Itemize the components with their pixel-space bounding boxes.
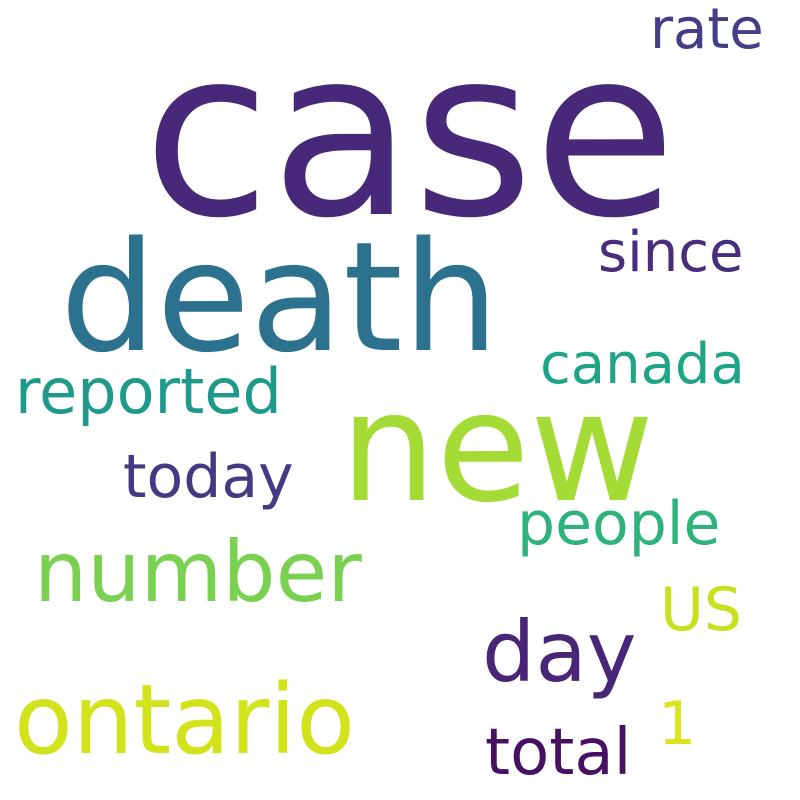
word-people: people (517, 489, 721, 559)
word-rate: rate (650, 0, 764, 62)
word-number: number (34, 523, 362, 621)
word-one: 1 (658, 689, 697, 759)
word-death: death (60, 209, 500, 386)
word-since: since (598, 220, 744, 285)
word-new: new (340, 359, 655, 536)
word-day: day (482, 603, 637, 701)
word-us: US (660, 575, 743, 645)
word-ontario: ontario (14, 664, 355, 776)
word-case: case (143, 0, 677, 269)
word-canada: canada (540, 332, 745, 397)
word-total: total (485, 716, 632, 790)
word-reported: reported (15, 355, 282, 428)
word-today: today (123, 442, 294, 512)
